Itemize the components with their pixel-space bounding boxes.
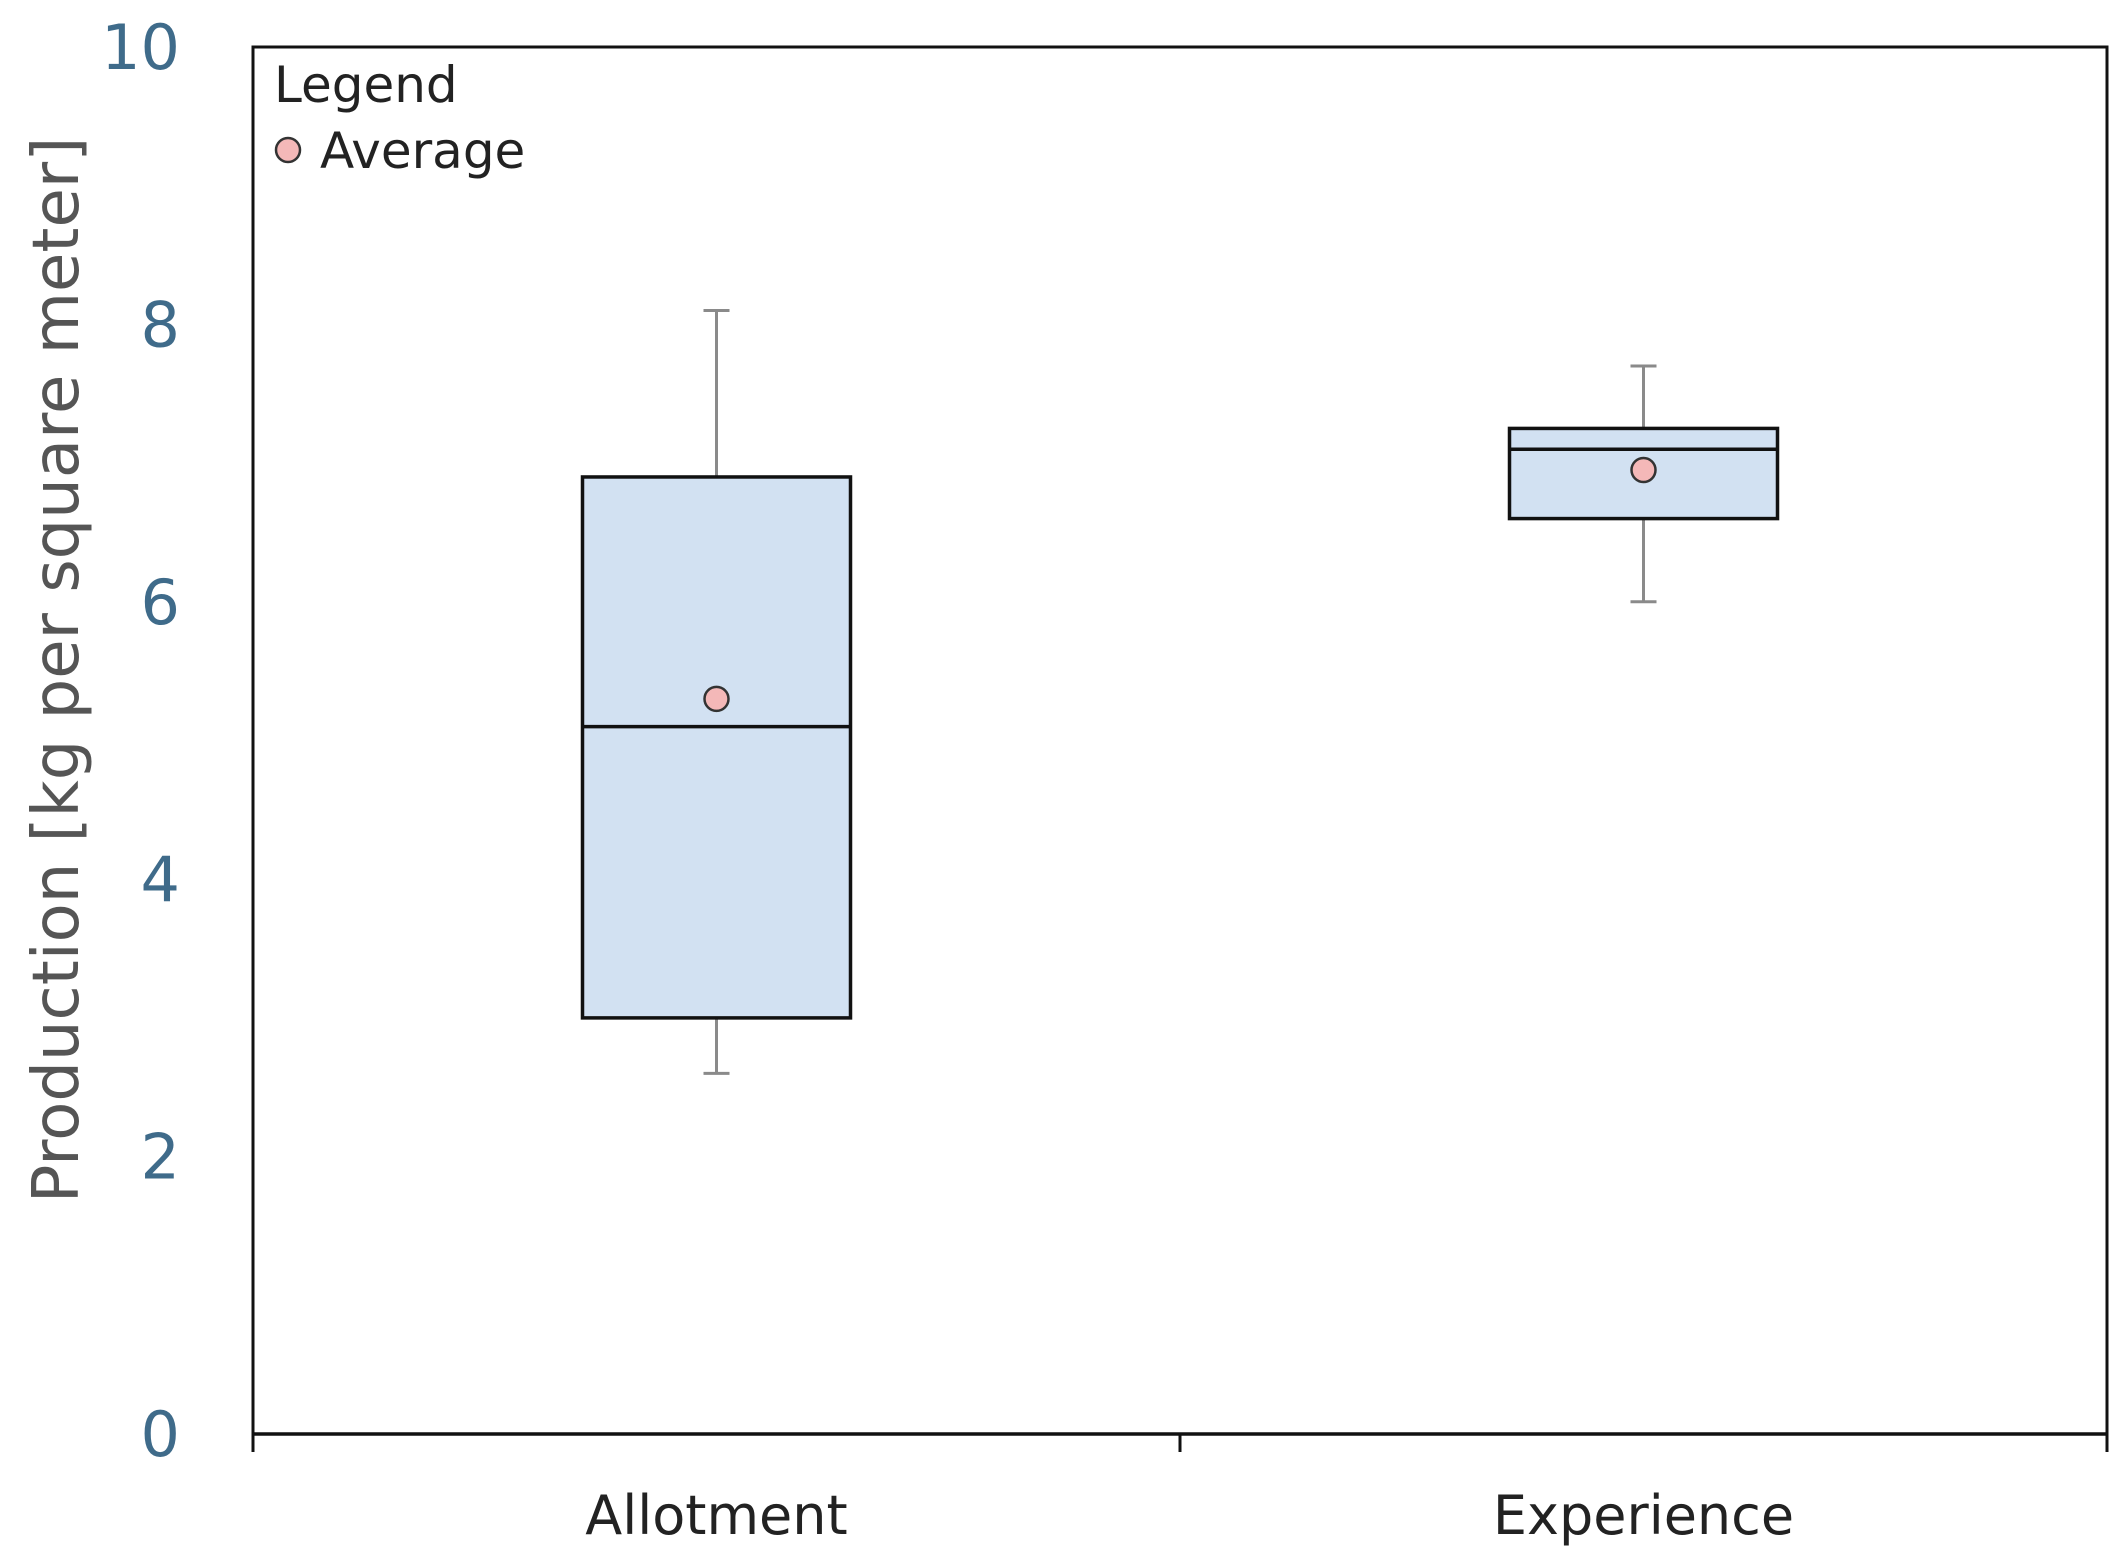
legend-average-label: Average xyxy=(320,122,525,180)
mean-marker xyxy=(1630,456,1657,484)
y-tick-label: 0 xyxy=(141,1398,180,1471)
box-experience xyxy=(1507,364,1780,604)
box-allotment xyxy=(580,309,853,1075)
x-tick-label: Experience xyxy=(1493,1484,1794,1547)
y-tick-label: 8 xyxy=(141,288,180,361)
y-tick-label: 2 xyxy=(141,1121,180,1194)
legend: Legend Average xyxy=(274,56,525,180)
y-tick-label: 4 xyxy=(141,843,180,916)
y-tick-label: 10 xyxy=(101,11,180,84)
plot-frame xyxy=(251,45,2109,1436)
box-series xyxy=(580,309,1780,1075)
legend-title: Legend xyxy=(274,56,458,114)
mean-marker xyxy=(703,685,730,713)
y-tick-label: 6 xyxy=(141,566,180,639)
y-axis-ticks: 0 2 4 6 8 10 xyxy=(101,11,180,1471)
legend-average-marker xyxy=(274,136,302,164)
y-axis-label: Production [kg per square meter] xyxy=(20,137,94,1203)
interquartile-box xyxy=(580,475,853,1020)
x-tick-label: Allotment xyxy=(585,1484,847,1547)
x-axis-ticks: Allotment Experience xyxy=(251,1434,2109,1547)
